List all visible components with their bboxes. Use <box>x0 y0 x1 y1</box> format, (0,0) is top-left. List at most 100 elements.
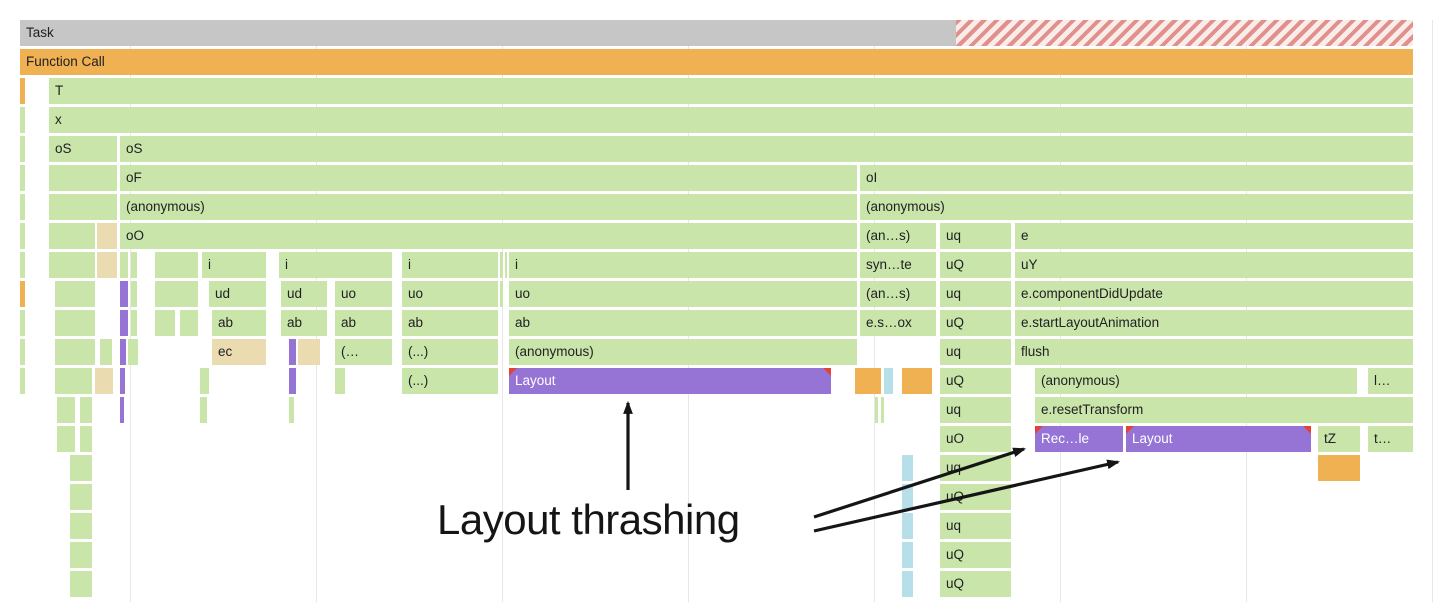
flame-bar-rec-le[interactable]: Rec…le <box>1035 426 1123 452</box>
flame-bar-t[interactable]: T <box>49 78 1413 104</box>
flame-bar-fragment[interactable] <box>155 310 175 336</box>
flame-bar-ab[interactable]: ab <box>212 310 266 336</box>
flame-bar-fragment[interactable] <box>120 368 125 394</box>
flame-bar-fragment[interactable] <box>128 339 138 365</box>
flame-bar-fragment[interactable] <box>95 368 113 394</box>
flame-bar-fragment[interactable] <box>956 20 1413 46</box>
flame-bar-x[interactable]: x <box>49 107 1413 133</box>
flame-bar-uy[interactable]: uY <box>1015 252 1413 278</box>
flame-bar-fragment[interactable] <box>20 368 25 394</box>
flame-bar-ud[interactable]: ud <box>281 281 327 307</box>
flame-bar-ec[interactable]: ec <box>212 339 266 365</box>
flame-bar-fragment[interactable] <box>289 339 296 365</box>
flame-bar-l[interactable]: l… <box>1368 368 1413 394</box>
flame-bar[interactable]: (...) <box>402 339 498 365</box>
flame-bar[interactable]: (...) <box>402 368 498 394</box>
flame-bar-fragment[interactable] <box>884 368 893 394</box>
flame-bar-fragment[interactable] <box>902 455 913 481</box>
flame-bar-fragment[interactable] <box>131 281 137 307</box>
flame-bar-fragment[interactable] <box>120 252 128 278</box>
flame-bar-fragment[interactable] <box>902 484 913 510</box>
flame-bar-fragment[interactable] <box>20 194 25 220</box>
flame-bar-fragment[interactable] <box>20 78 25 104</box>
flame-bar-fragment[interactable] <box>155 281 198 307</box>
flame-bar-fragment[interactable] <box>55 281 95 307</box>
flame-bar-i[interactable]: i <box>509 252 857 278</box>
flame-bar-syn-te[interactable]: syn…te <box>860 252 936 278</box>
flame-bar-e-componentdidupdate[interactable]: e.componentDidUpdate <box>1015 281 1413 307</box>
flame-bar-e-startlayoutanimation[interactable]: e.startLayoutAnimation <box>1015 310 1413 336</box>
flame-bar-fragment[interactable] <box>200 368 209 394</box>
flame-bar-i[interactable]: i <box>202 252 266 278</box>
flame-bar-fragment[interactable] <box>49 223 95 249</box>
flame-bar-fragment[interactable] <box>155 252 198 278</box>
flame-bar-fragment[interactable] <box>881 397 884 423</box>
flame-bar-fragment[interactable] <box>289 397 294 423</box>
flame-bar-os[interactable]: oS <box>120 136 1413 162</box>
flame-bar-fragment[interactable] <box>70 484 92 510</box>
flame-bar-fragment[interactable] <box>20 107 25 133</box>
flame-bar-fragment[interactable] <box>131 310 137 336</box>
flame-bar-uo[interactable]: uO <box>940 426 1011 452</box>
flame-bar-oo[interactable]: oO <box>120 223 857 249</box>
flame-bar-fragment[interactable] <box>49 252 95 278</box>
flame-bar-fragment[interactable] <box>70 542 92 568</box>
flame-bar-fragment[interactable] <box>855 368 881 394</box>
flame-bar-fragment[interactable] <box>20 281 25 307</box>
flame-bar-fragment[interactable] <box>131 252 137 278</box>
flame-bar-fragment[interactable] <box>335 368 345 394</box>
flame-bar-fragment[interactable] <box>500 281 503 307</box>
flame-bar-uq[interactable]: uQ <box>940 542 1011 568</box>
flame-bar-fragment[interactable] <box>100 339 112 365</box>
flame-bar-oi[interactable]: oI <box>860 165 1413 191</box>
flame-bar-layout[interactable]: Layout <box>1126 426 1311 452</box>
flame-bar-fragment[interactable] <box>57 426 75 452</box>
flame-bar-task[interactable]: Task <box>20 20 956 46</box>
flame-bar-fragment[interactable] <box>120 339 126 365</box>
flame-bar-fragment[interactable] <box>97 252 117 278</box>
flame-bar-e-s-ox[interactable]: e.s…ox <box>860 310 936 336</box>
flame-bar-fragment[interactable] <box>20 339 25 365</box>
flame-bar-fragment[interactable] <box>902 513 913 539</box>
flame-bar-fragment[interactable] <box>298 339 320 365</box>
flame-bar-uq[interactable]: uQ <box>940 571 1011 597</box>
flame-bar-fragment[interactable] <box>20 136 25 162</box>
flame-bar-fragment[interactable] <box>20 310 25 336</box>
flame-bar-i[interactable]: i <box>279 252 392 278</box>
flame-bar-fragment[interactable] <box>49 194 117 220</box>
flame-bar-ab[interactable]: ab <box>335 310 392 336</box>
flame-bar-an-s[interactable]: (an…s) <box>860 281 936 307</box>
flame-bar-fragment[interactable] <box>70 455 92 481</box>
flame-bar-uo[interactable]: uo <box>509 281 857 307</box>
flame-bar-fragment[interactable] <box>20 223 25 249</box>
flame-bar-fragment[interactable] <box>505 252 507 278</box>
flame-bar-uq[interactable]: uQ <box>940 368 1011 394</box>
flame-bar-uq[interactable]: uq <box>940 339 1011 365</box>
flame-bar-uq[interactable]: uQ <box>940 310 1011 336</box>
flame-bar-fragment[interactable] <box>120 397 124 423</box>
flame-bar-ab[interactable]: ab <box>281 310 327 336</box>
flame-bar-t[interactable]: t… <box>1368 426 1413 452</box>
flame-bar-layout[interactable]: Layout <box>509 368 831 394</box>
flame-bar-fragment[interactable] <box>120 281 128 307</box>
flame-bar-fragment[interactable] <box>902 368 932 394</box>
flame-bar-anonymous[interactable]: (anonymous) <box>860 194 1413 220</box>
flame-bar-fragment[interactable] <box>70 571 92 597</box>
flame-bar-anonymous[interactable]: (anonymous) <box>120 194 857 220</box>
flame-bar-fragment[interactable] <box>57 397 75 423</box>
flame-bar-fragment[interactable] <box>97 223 117 249</box>
flame-bar-fragment[interactable] <box>80 426 92 452</box>
flame-bar-fragment[interactable] <box>120 310 128 336</box>
flame-bar-uq[interactable]: uq <box>940 455 1011 481</box>
flame-bar-e-resettransform[interactable]: e.resetTransform <box>1035 397 1413 423</box>
flame-bar-fragment[interactable] <box>289 368 296 394</box>
flame-bar-function-call[interactable]: Function Call <box>20 49 1413 75</box>
flame-bar-uq[interactable]: uQ <box>940 484 1011 510</box>
flame-bar-of[interactable]: oF <box>120 165 857 191</box>
flame-bar-an-s[interactable]: (an…s) <box>860 223 936 249</box>
flame-bar-tz[interactable]: tZ <box>1318 426 1360 452</box>
flame-bar-fragment[interactable] <box>80 397 92 423</box>
flame-bar[interactable]: (… <box>335 339 392 365</box>
flame-bar-fragment[interactable] <box>70 513 92 539</box>
flame-bar-fragment[interactable] <box>200 397 207 423</box>
